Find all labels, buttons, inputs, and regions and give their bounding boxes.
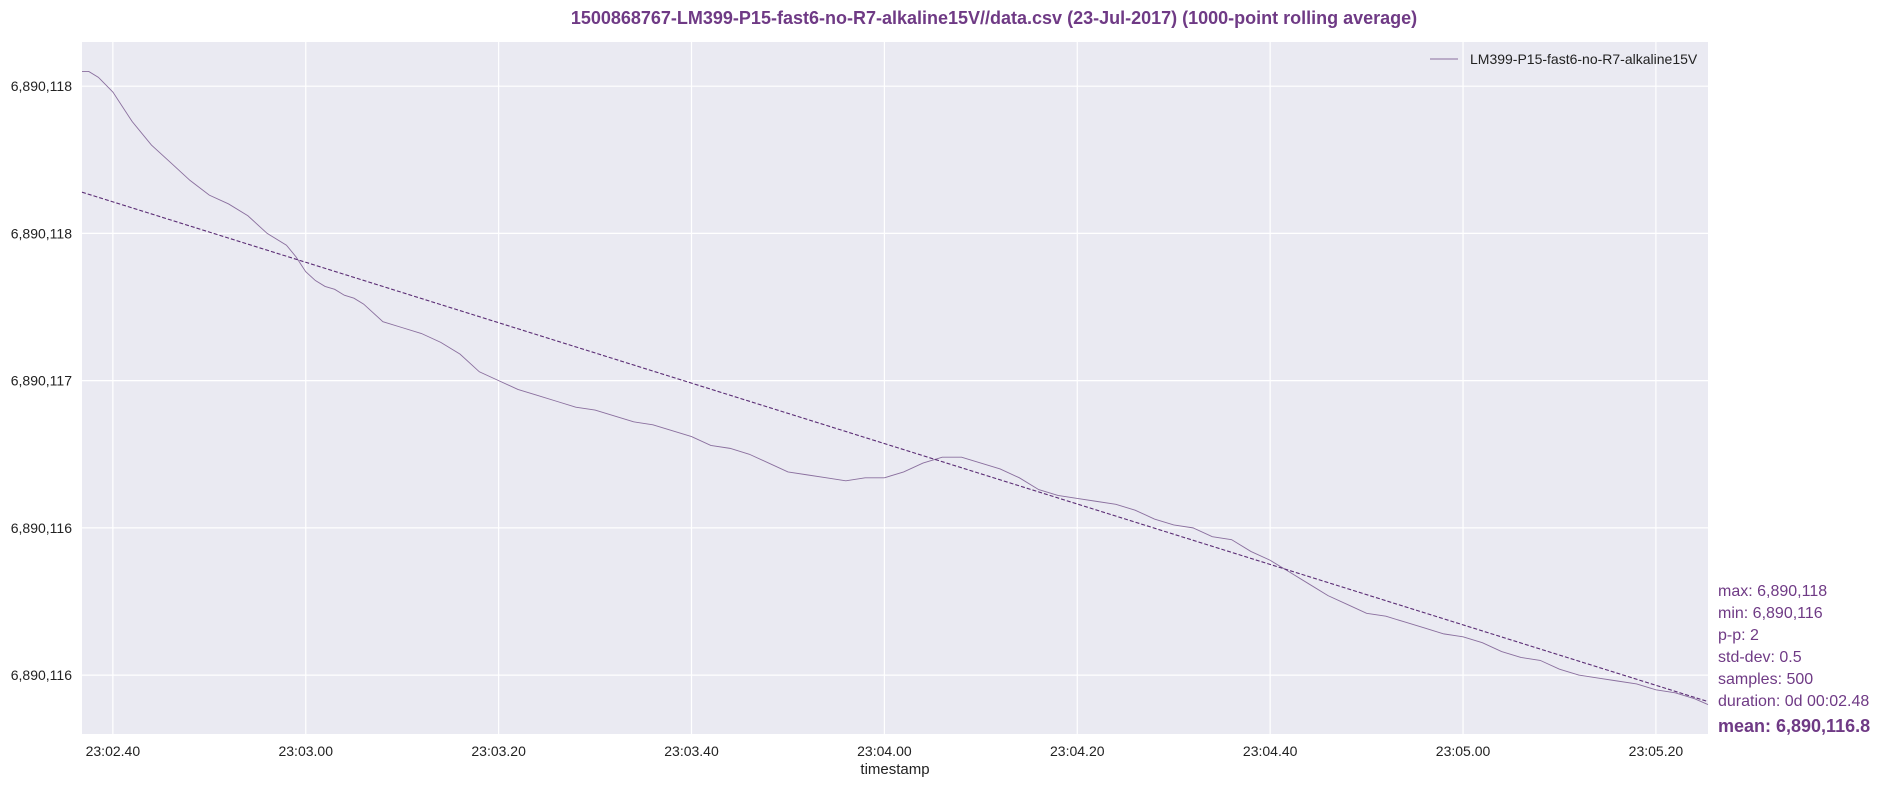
x-tick-labels: 23:02.40 23:03.00 23:03.20 23:03.40 23:04.00…	[86, 743, 1684, 759]
y-tick-labels: 6,890,118 6,890,118 6,890,117 6,890,116 6,89…	[11, 78, 72, 683]
y-tick-label: 6,890,118	[11, 78, 72, 94]
x-tick-label: 23:04.40	[1243, 743, 1298, 759]
y-tick-label: 6,890,118	[11, 225, 72, 241]
x-tick-label: 23:02.40	[86, 743, 141, 759]
stat-pp: p-p: 2	[1718, 627, 1759, 644]
stat-duration: duration: 0d 00:02.48	[1718, 693, 1869, 710]
x-tick-label: 23:04.20	[1050, 743, 1105, 759]
stat-max: max: 6,890,118	[1718, 583, 1827, 600]
y-tick-label: 6,890,116	[11, 667, 72, 683]
legend-label: LM399-P15-fast6-no-R7-alkaline15V	[1470, 51, 1698, 67]
y-tick-label: 6,890,116	[11, 520, 72, 536]
stats-panel: max: 6,890,118 min: 6,890,116 p-p: 2 std…	[1718, 583, 1870, 736]
stat-mean: mean: 6,890,116.8	[1718, 716, 1870, 736]
y-gridlines	[82, 85, 1708, 676]
plot-area	[82, 42, 1708, 734]
x-axis-label: timestamp	[860, 761, 929, 778]
series-layer	[81, 71, 1709, 705]
x-tick-label: 23:04.00	[857, 743, 912, 759]
trend-line	[81, 191, 1709, 703]
x-tick-label: 23:03.20	[471, 743, 526, 759]
x-gridlines	[112, 42, 1657, 734]
chart-title: 1500868767-LM399-P15-fast6-no-R7-alkalin…	[571, 8, 1417, 28]
stat-min: min: 6,890,116	[1718, 605, 1823, 622]
y-tick-label: 6,890,117	[11, 373, 72, 389]
stat-samples: samples: 500	[1718, 671, 1813, 688]
legend: LM399-P15-fast6-no-R7-alkaline15V	[1430, 51, 1698, 67]
x-tick-label: 23:03.00	[278, 743, 333, 759]
x-tick-label: 23:05.00	[1436, 743, 1491, 759]
series-line	[82, 71, 1709, 705]
x-tick-label: 23:05.20	[1629, 743, 1684, 759]
stat-std-dev: std-dev: 0.5	[1718, 649, 1802, 666]
x-tick-label: 23:03.40	[664, 743, 719, 759]
